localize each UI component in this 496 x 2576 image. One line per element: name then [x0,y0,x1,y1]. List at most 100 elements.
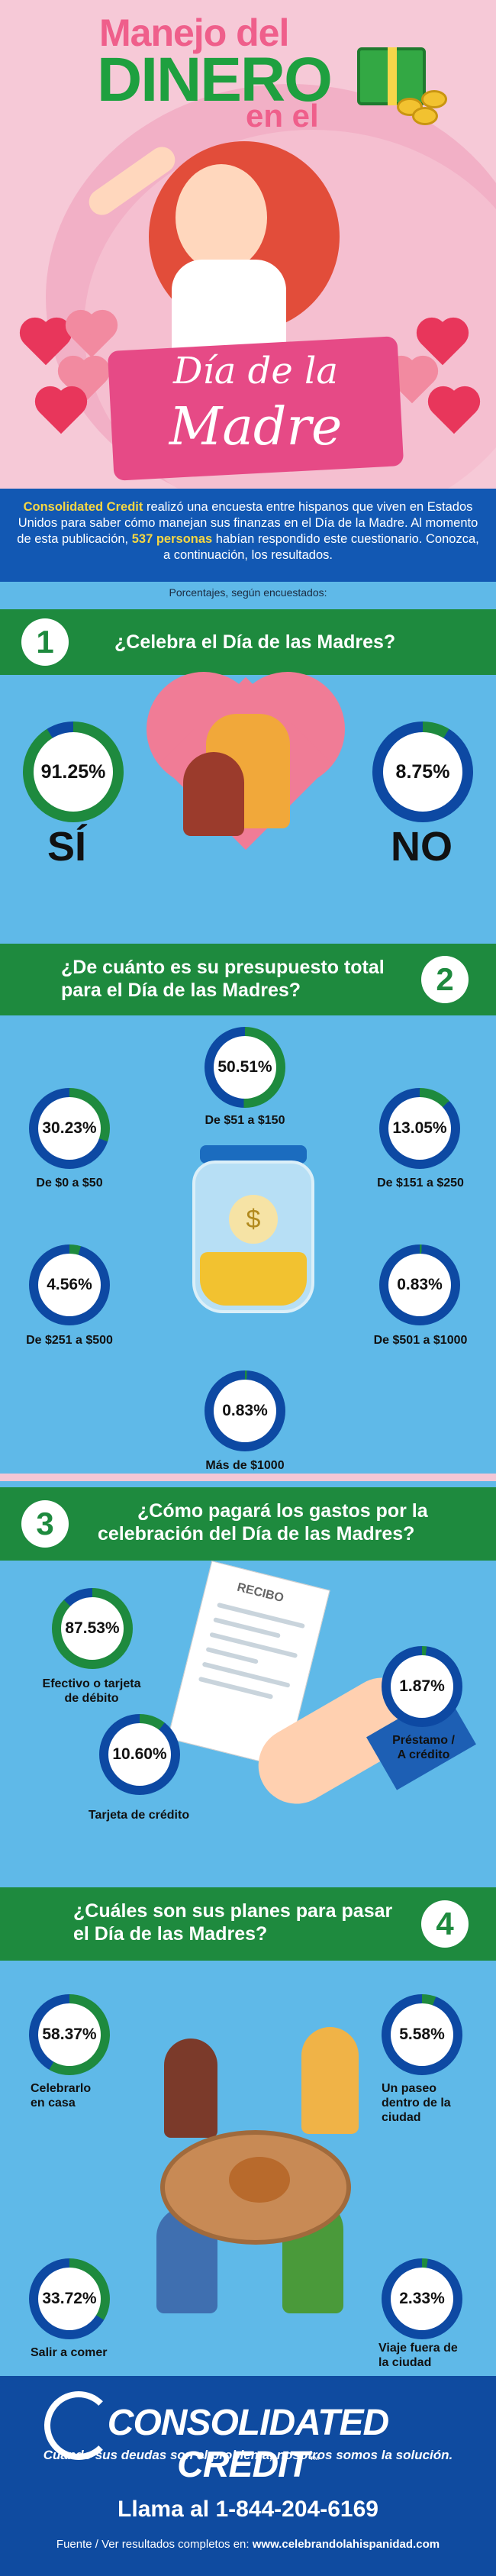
dollar-tag-icon: $ [229,1195,278,1244]
donut-value: 2.33% [391,2268,453,2330]
donut-label-line: de débito [64,1692,119,1705]
donut-value-yes: 91.25% [34,732,113,812]
donut-chart-budget-251-500: 4.56% [29,1244,110,1325]
family-member-figure [164,2039,217,2138]
donut-value: 5.58% [391,2003,453,2066]
coin-icon [421,90,447,108]
donut-chart-no: 8.75% [372,721,473,822]
jar-coins [200,1252,307,1306]
question-4-text-line-2: el Día de las Madres? [73,1923,268,1945]
donut-label: Préstamo / A crédito [359,1733,488,1762]
question-2-text-line-2: para el Día de las Madres? [61,980,301,1001]
donut-label-line: Salir a comer [31,2346,108,2359]
donut-value: 1.87% [391,1655,453,1718]
source-link[interactable]: www.celebrandolahispanidad.com [252,2538,440,2551]
question-1-bar: 1 ¿Celebra el Día de las Madres? [0,609,496,675]
title-line-1: Manejo del [99,11,289,54]
donut-label-line: la ciudad [378,2356,432,2369]
donut-value: 58.37% [38,2003,101,2066]
donut-chart-eat-out: 33.72% [29,2258,110,2339]
donut-chart-budget-51-150: 50.51% [205,1027,285,1108]
donut-label: Viaje fuera de la ciudad [378,2341,485,2370]
ribbon-text-line-2: Madre [169,397,343,457]
donut-value: 0.83% [214,1380,276,1442]
question-3-number: 3 [21,1500,69,1548]
donut-chart-yes: 91.25% [23,721,124,822]
intro-count: 537 personas [131,532,213,546]
footer: CONSOLIDATED CREDIT™ Cuando sus deudas s… [0,2376,496,2576]
family-member-figure [301,2027,359,2134]
question-3-text-line-2: celebración del Día de las Madres? [98,1523,415,1545]
donut-label-line: en casa [31,2097,76,2110]
donut-value-no: 8.75% [383,732,462,812]
question-2-text-line-1: ¿De cuánto es su presupuesto total [61,957,385,978]
donut-chart-credit-card: 10.60% [99,1714,180,1795]
donut-label: Efectivo o tarjeta de débito [23,1677,160,1706]
donut-label-line: Tarjeta de crédito [88,1809,190,1822]
title-line-2: DINERO [97,45,333,115]
answer-yes-label: SÍ [47,824,87,870]
donut-value: 33.72% [38,2268,101,2330]
donut-chart-celebrate-home: 58.37% [29,1994,110,2075]
donut-value: 0.83% [388,1254,451,1316]
phone-cta[interactable]: Llama al 1-844-204-6169 [118,2497,378,2522]
question-1-text: ¿Celebra el Día de las Madres? [114,631,396,653]
roast-turkey-icon [229,2157,290,2203]
money-gift-icon [357,47,426,105]
donut-label-line: dentro de la [382,2097,451,2110]
donut-value: 30.23% [38,1097,101,1160]
intro-text-a: realizó una encuesta entre hispanos que … [17,500,478,546]
heart-icon [39,390,83,434]
source-line: Fuente / Ver resultados completos en: ww… [0,2538,496,2551]
answer-no-label: NO [391,824,453,870]
question-4-number: 4 [421,1900,469,1948]
donut-label: De $51 a $150 [205,1114,285,1127]
donut-value: 13.05% [388,1097,451,1160]
donut-chart-local-outing: 5.58% [382,1994,462,2075]
question-1-number: 1 [21,618,69,666]
donut-chart-budget-151-250: 13.05% [379,1088,460,1169]
donut-label: De $501 a $1000 [373,1334,468,1347]
intro-paragraph: Consolidated Credit realizó una encuesta… [0,489,496,582]
donut-label: De $251 a $500 [26,1334,113,1347]
question-2-bar: ¿De cuánto es su presupuesto total para … [0,944,496,1015]
donut-chart-trip-out-of-town: 2.33% [382,2258,462,2339]
donut-value: 50.51% [214,1036,276,1099]
donut-chart-loan-credit: 1.87% [382,1646,462,1727]
question-4-text-line-1: ¿Cuáles son sus planes para pasar [73,1900,393,1922]
donut-value: 87.53% [61,1597,124,1660]
trademark-symbol: ™ [308,2454,320,2466]
receipt-title: RECIBO [235,1580,285,1606]
ribbon-text-line-1: Día de la [172,350,339,392]
coin-icon [412,107,438,125]
brand-logo-text: CONSOLIDATED CREDIT [107,2403,389,2485]
intro-brand: Consolidated Credit [23,500,143,514]
question-2-number: 2 [421,956,469,1003]
donut-chart-cash-debit: 87.53% [52,1588,133,1669]
question-3-text-line-1: ¿Cómo pagará los gastos por la [137,1500,428,1522]
donut-label-line: Efectivo o tarjeta [42,1677,141,1690]
title-line-3: en el [246,98,319,134]
donut-label-line: Viaje fuera de [378,2342,458,2355]
donut-chart-budget-over-1000: 0.83% [205,1370,285,1451]
mother-face [176,164,267,271]
donut-value: 4.56% [38,1254,101,1316]
donut-label: Salir a comer [31,2345,137,2360]
donut-label-line: Préstamo / [392,1734,455,1747]
donut-label-line: A crédito [397,1748,450,1761]
donut-label-line: ciudad [382,2111,421,2124]
donut-label: De $0 a $50 [36,1177,103,1190]
question-3-bar: 3 ¿Cómo pagará los gastos por la celebra… [0,1487,496,1561]
donut-label: Tarjeta de crédito [70,1808,208,1822]
question-4-bar: ¿Cuáles son sus planes para pasar el Día… [0,1887,496,1961]
brand-logo: CONSOLIDATED CREDIT™ [53,2402,443,2486]
donut-label: Un paseo dentro de la ciudad [382,2081,473,2125]
hero-banner: Manejo del DINERO en el Día de la Madre [0,0,496,489]
daughter-figure [183,752,244,836]
intro-text-b: habían respondido este cuestionario. Con… [163,532,479,562]
logo-swirl-icon [44,2391,113,2460]
donut-value: 10.60% [108,1723,171,1786]
source-prefix: Fuente / Ver resultados completos en: [56,2538,253,2551]
percentage-note: Porcentajes, según encuestados: [0,582,496,603]
donut-label: De $151 a $250 [377,1177,464,1190]
